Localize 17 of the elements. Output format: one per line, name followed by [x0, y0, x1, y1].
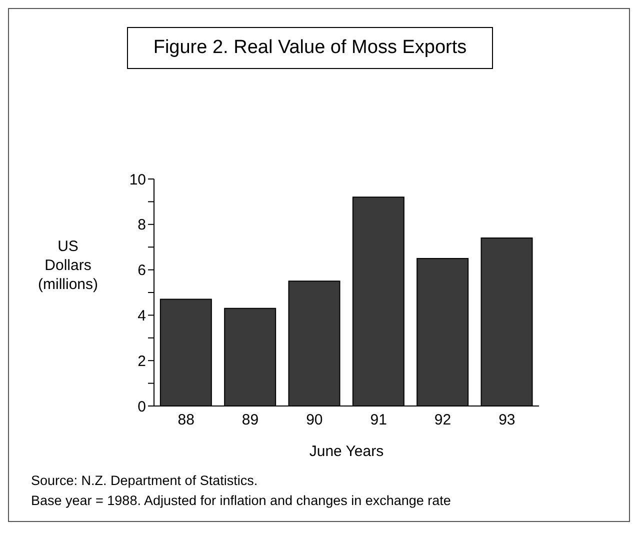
- x-tick-label: 91: [370, 412, 387, 429]
- y-tick-label: 4: [138, 308, 146, 325]
- x-tick-label: 90: [306, 412, 323, 429]
- y-tick-label: 6: [138, 262, 146, 280]
- x-tick-label: 93: [498, 412, 516, 429]
- y-tick-label: 2: [138, 352, 146, 370]
- y-tick-label: 8: [138, 216, 146, 234]
- x-tick-label: 92: [434, 412, 452, 429]
- x-axis-title: June Years: [309, 443, 384, 460]
- x-tick-label: 89: [242, 412, 259, 429]
- source-note: Source: N.Z. Department of Statistics.: [31, 472, 259, 490]
- x-tick-label: 88: [178, 412, 194, 429]
- y-tick-label: 0: [138, 398, 146, 416]
- y-axis-title: US Dollars (millions): [37, 237, 99, 294]
- text: Base year = 1988. Adjusted for inflation and changes in exchange rate: [31, 492, 451, 510]
- chart-title: Figure 2. Real Value of Moss Exports: [127, 27, 493, 69]
- y-tick-label: 10: [129, 171, 146, 188]
